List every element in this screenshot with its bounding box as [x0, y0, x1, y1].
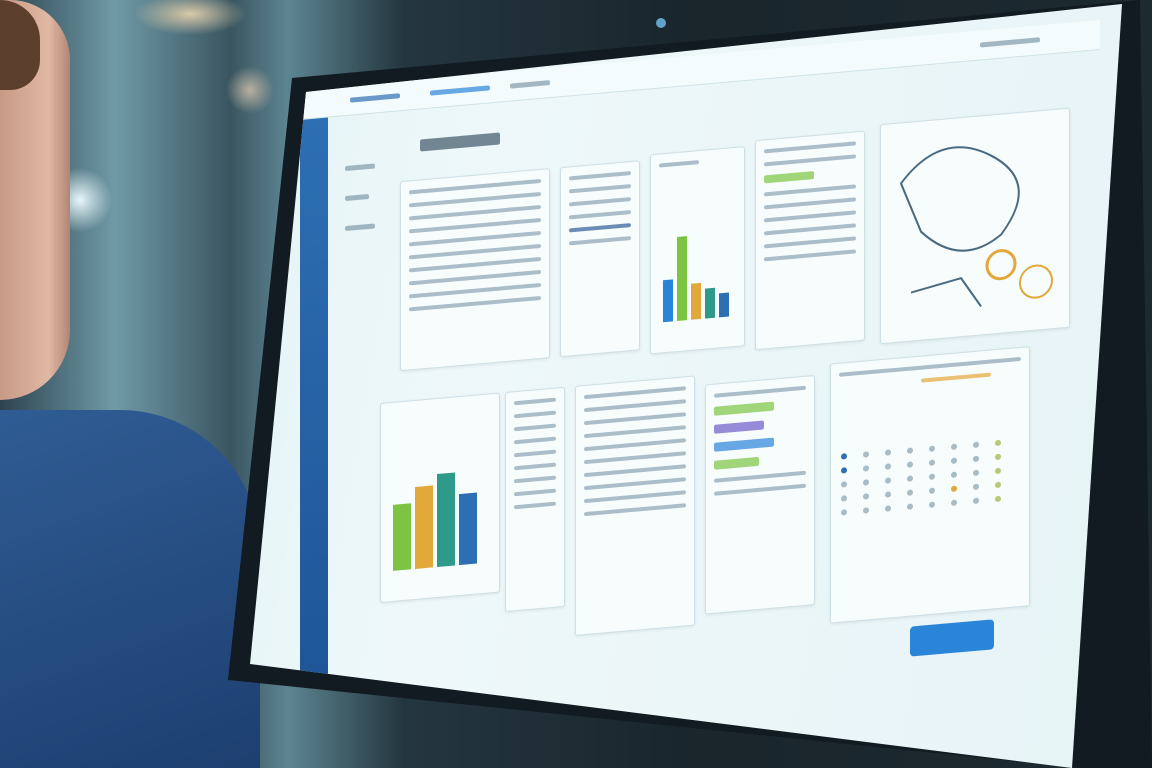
calendar-day[interactable]	[973, 483, 979, 491]
calendar-day[interactable]	[995, 467, 1001, 475]
calendar-day[interactable]	[863, 479, 869, 486]
calendar-day[interactable]	[907, 461, 913, 468]
grouped-bar-panel	[380, 392, 500, 604]
calendar-day[interactable]	[973, 441, 979, 449]
calendar-day[interactable]	[885, 477, 891, 484]
calendar-day[interactable]	[885, 449, 891, 456]
calendar-day[interactable]	[995, 495, 1001, 503]
calendar-day[interactable]	[863, 465, 869, 472]
calendar-day[interactable]	[973, 455, 979, 463]
calendar-day[interactable]	[885, 491, 891, 498]
calendar-day[interactable]	[929, 459, 935, 466]
calendar-day[interactable]	[885, 463, 891, 470]
calendar-day[interactable]	[951, 443, 957, 451]
camera-icon	[656, 18, 666, 28]
calendar-day[interactable]	[907, 489, 913, 496]
chart-bar	[459, 492, 477, 566]
calendar-day[interactable]	[929, 501, 935, 508]
calendar-day[interactable]	[929, 445, 935, 452]
calendar-day[interactable]	[841, 467, 847, 474]
calendar-day[interactable]	[885, 505, 891, 512]
chart-bar	[663, 279, 673, 323]
checklist-panel	[505, 386, 565, 613]
calendar-day[interactable]	[951, 485, 957, 493]
bar-chart-panel	[650, 146, 745, 355]
calendar-day[interactable]	[951, 457, 957, 465]
chart-bar	[719, 292, 729, 318]
calendar-day[interactable]	[929, 487, 935, 494]
calendar-day[interactable]	[907, 475, 913, 482]
calendar-day[interactable]	[841, 509, 847, 516]
calendar-grid	[841, 439, 1009, 516]
calendar-day[interactable]	[995, 439, 1001, 447]
diagram-panel	[880, 107, 1070, 345]
list-panel	[400, 168, 550, 372]
diagram-illustration	[899, 146, 1053, 308]
calendar-day[interactable]	[841, 453, 847, 460]
calendar-day[interactable]	[995, 481, 1001, 489]
chart-bar	[705, 287, 715, 319]
status-panel	[705, 374, 815, 615]
calendar-day[interactable]	[841, 481, 847, 488]
chart-bar	[677, 236, 687, 322]
chart-bar	[415, 484, 433, 569]
calendar-day[interactable]	[863, 451, 869, 458]
table-panel	[560, 160, 640, 358]
calendar-day[interactable]	[907, 503, 913, 510]
calendar-day[interactable]	[973, 469, 979, 477]
calendar-day[interactable]	[841, 495, 847, 502]
calendar-day[interactable]	[929, 473, 935, 480]
chart-bar	[437, 471, 455, 568]
calendar-day[interactable]	[951, 499, 957, 507]
person-shirt	[0, 410, 260, 768]
primary-action-button[interactable]	[910, 619, 994, 657]
dashboard	[300, 20, 1100, 730]
calendar-day[interactable]	[863, 507, 869, 514]
calendar-day[interactable]	[951, 471, 957, 479]
values-panel	[575, 375, 695, 636]
calendar-day[interactable]	[995, 453, 1001, 461]
activity-panel	[755, 130, 865, 351]
calendar-day[interactable]	[907, 447, 913, 454]
calendar-day[interactable]	[863, 493, 869, 500]
calendar-panel	[830, 346, 1030, 624]
sidebar[interactable]	[300, 117, 328, 701]
chart-bar	[393, 503, 411, 571]
calendar-day[interactable]	[973, 497, 979, 505]
chart-bar	[691, 282, 701, 320]
